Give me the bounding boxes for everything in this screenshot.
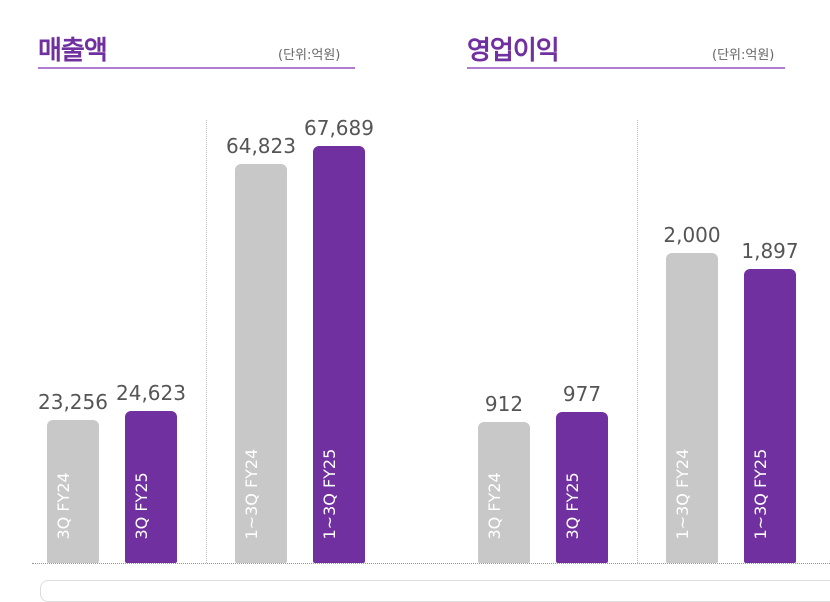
bar-category-label: 1~3Q FY24 [673,448,692,540]
bar-value-label: 23,256 [38,389,108,414]
bar-value-label: 912 [484,391,524,416]
operating-profit-unit: (단위:억원) [712,48,775,63]
bar: 1~3Q FY24 [235,163,287,563]
operating-profit-title: 영업이익 [467,36,560,66]
revenue-title: 매출액 [38,36,108,66]
revenue-unit: (단위:억원) [278,48,341,63]
bar-category-label: 3Q FY25 [563,472,582,540]
bar-category-label: 1~3Q FY25 [320,448,339,540]
footer-box [40,580,830,602]
divider [206,120,207,563]
bar-category-label: 3Q FY24 [485,472,504,540]
bar: 3Q FY25 [556,411,608,563]
bar: 1~3Q FY24 [666,253,718,563]
bar-value-label: 1,897 [741,238,799,263]
bar-category-label: 3Q FY25 [132,472,151,540]
operating-profit-title-underline [467,67,785,69]
revenue-title-underline [38,67,355,69]
bar-category-label: 1~3Q FY25 [751,448,770,540]
bar: 3Q FY25 [125,411,177,563]
bar-value-label: 2,000 [663,223,721,247]
bar-value-label: 977 [562,381,602,406]
divider [637,120,638,563]
bar-category-label: 3Q FY24 [54,472,73,540]
bar: 3Q FY24 [478,421,530,563]
bar-value-label: 67,689 [304,116,374,140]
bar-value-label: 24,623 [116,381,186,406]
bar: 1~3Q FY25 [313,146,365,563]
bar: 3Q FY24 [47,419,99,563]
bar: 1~3Q FY25 [744,268,796,563]
bar-category-label: 1~3Q FY24 [242,448,261,540]
bar-value-label: 64,823 [226,133,296,158]
baseline [32,563,830,564]
